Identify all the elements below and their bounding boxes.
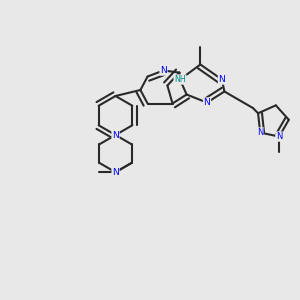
Text: N: N [257,128,263,137]
Text: N: N [160,66,167,75]
Text: N: N [204,98,210,107]
Text: N: N [218,75,225,84]
Text: N: N [276,132,282,141]
Text: N: N [112,130,119,140]
Text: N: N [112,168,119,177]
Text: NH: NH [174,75,186,84]
